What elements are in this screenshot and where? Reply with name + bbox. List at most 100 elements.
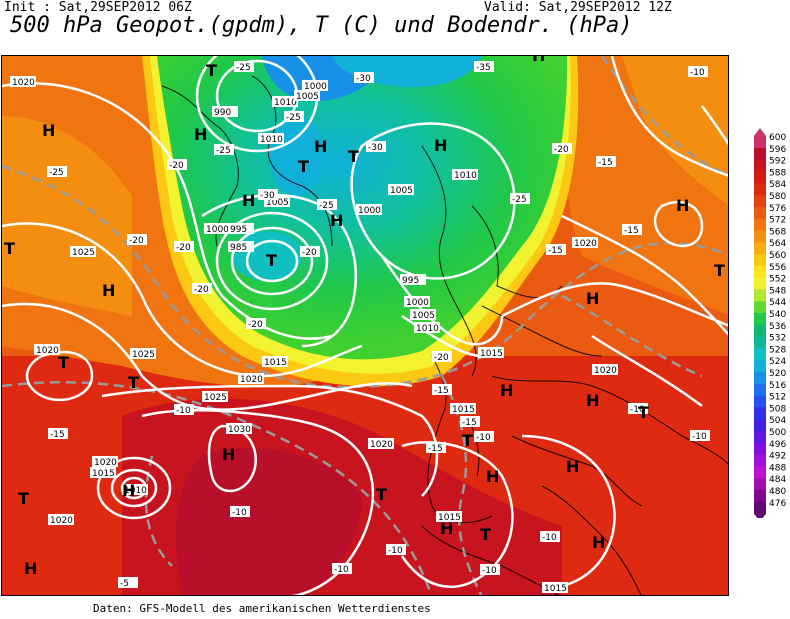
- svg-text:-20: -20: [194, 285, 209, 295]
- center-marker: T: [480, 525, 491, 544]
- legend-value: 476: [769, 499, 786, 509]
- pressure-label: 990: [212, 106, 238, 118]
- temp-label: -20: [192, 283, 212, 295]
- pressure-label: 1000: [302, 80, 328, 92]
- legend-value: 512: [769, 393, 786, 403]
- svg-text:-15: -15: [624, 226, 639, 236]
- center-marker: T: [714, 261, 725, 280]
- temp-label: -20: [174, 241, 194, 253]
- svg-text:1020: 1020: [12, 78, 35, 88]
- temp-label: -30: [258, 189, 278, 201]
- svg-text:-20: -20: [434, 353, 449, 363]
- init-time: Init : Sat,29SEP2012 06Z: [4, 0, 192, 15]
- legend-value: 600: [769, 133, 786, 143]
- temp-label: -15: [48, 428, 68, 440]
- temp-label: -25: [47, 166, 67, 178]
- center-marker: H: [586, 289, 599, 308]
- pressure-label: 1020: [34, 344, 60, 356]
- temp-label: -10: [540, 531, 560, 543]
- svg-text:1005: 1005: [266, 198, 289, 208]
- svg-text:-10: -10: [176, 406, 191, 416]
- temp-label: -15: [622, 224, 642, 236]
- svg-text:1005: 1005: [296, 92, 319, 102]
- pressure-label: 1005: [294, 90, 320, 102]
- legend-value: 500: [769, 428, 786, 438]
- legend-value: 576: [769, 204, 786, 214]
- isotherms: [2, 56, 728, 595]
- pressure-label: 1020: [10, 76, 36, 88]
- center-marker: H: [592, 533, 605, 552]
- pressure-label: 1005: [410, 309, 436, 321]
- svg-text:1020: 1020: [36, 346, 59, 356]
- svg-text:1015: 1015: [544, 584, 567, 594]
- temp-label: -10: [474, 431, 494, 443]
- center-marker: H: [486, 467, 499, 486]
- svg-text:1020: 1020: [370, 440, 393, 450]
- temp-label: -10: [688, 66, 708, 78]
- svg-text:-25: -25: [512, 195, 527, 205]
- pressure-label: 985: [228, 241, 254, 253]
- svg-text:-10: -10: [388, 546, 403, 556]
- legend-value: 508: [769, 404, 786, 414]
- svg-text:-15: -15: [548, 246, 563, 256]
- legend-value: 516: [769, 381, 786, 391]
- legend-value: 496: [769, 440, 786, 450]
- temp-label: -15: [596, 156, 616, 168]
- center-marker: H: [676, 196, 689, 215]
- pressure-label: 1005: [388, 184, 414, 196]
- svg-text:-10: -10: [482, 566, 497, 576]
- isobars: [2, 56, 728, 595]
- svg-text:985: 985: [230, 243, 247, 253]
- svg-text:-10: -10: [232, 508, 247, 518]
- pressure-label: 1020: [238, 373, 264, 385]
- center-marker: T: [298, 157, 309, 176]
- legend-swatch: [754, 478, 766, 491]
- svg-text:-10: -10: [630, 405, 645, 415]
- svg-text:1000: 1000: [358, 206, 381, 216]
- legend-value: 492: [769, 452, 786, 462]
- svg-text:1020: 1020: [240, 375, 263, 385]
- pressure-label: 1015: [262, 356, 288, 368]
- temp-label: -20: [127, 234, 147, 246]
- center-marker: H: [440, 519, 453, 538]
- legend-swatch: [754, 136, 766, 149]
- legend-swatch: [754, 348, 766, 361]
- center-marker: T: [638, 403, 649, 422]
- legend-swatch: [754, 206, 766, 220]
- legend-value: 532: [769, 334, 786, 344]
- svg-text:1000: 1000: [406, 298, 429, 308]
- temp-label: -20: [552, 143, 572, 155]
- pressure-centers: H T H T T H H T H T H H T H T H H H H T …: [4, 56, 725, 578]
- pressure-label: 1000: [404, 296, 430, 308]
- temp-label: -20: [300, 246, 320, 258]
- svg-text:1010: 1010: [274, 98, 297, 108]
- legend-value: 480: [769, 487, 786, 497]
- svg-text:-15: -15: [462, 418, 477, 428]
- svg-text:-15: -15: [598, 158, 613, 168]
- legend-swatch: [754, 372, 766, 385]
- svg-text:1000: 1000: [304, 82, 327, 92]
- pressure-label: 1010: [258, 133, 284, 145]
- center-marker: H: [42, 121, 55, 140]
- legend-value: 524: [769, 357, 786, 367]
- svg-text:1030: 1030: [228, 425, 251, 435]
- center-marker: H: [586, 391, 599, 410]
- legend-swatch: [754, 419, 766, 432]
- center-marker: H: [222, 445, 235, 464]
- svg-text:-10: -10: [542, 533, 557, 543]
- legend-swatch: [754, 159, 766, 172]
- temp-label: -15: [426, 442, 446, 454]
- center-marker: T: [376, 485, 387, 504]
- legend-value: 568: [769, 227, 786, 237]
- center-marker: H: [122, 481, 135, 500]
- legend-value: 592: [769, 157, 786, 167]
- legend-value: 520: [769, 369, 786, 379]
- valid-time: Valid: Sat,29SEP2012 12Z: [484, 0, 672, 15]
- center-marker: H: [194, 125, 207, 144]
- pressure-label: 1030: [226, 423, 252, 435]
- svg-text:-15: -15: [434, 386, 449, 396]
- center-marker: T: [128, 373, 139, 392]
- center-marker: T: [462, 431, 473, 450]
- legend-value: 504: [769, 416, 786, 426]
- svg-text:1005: 1005: [412, 311, 435, 321]
